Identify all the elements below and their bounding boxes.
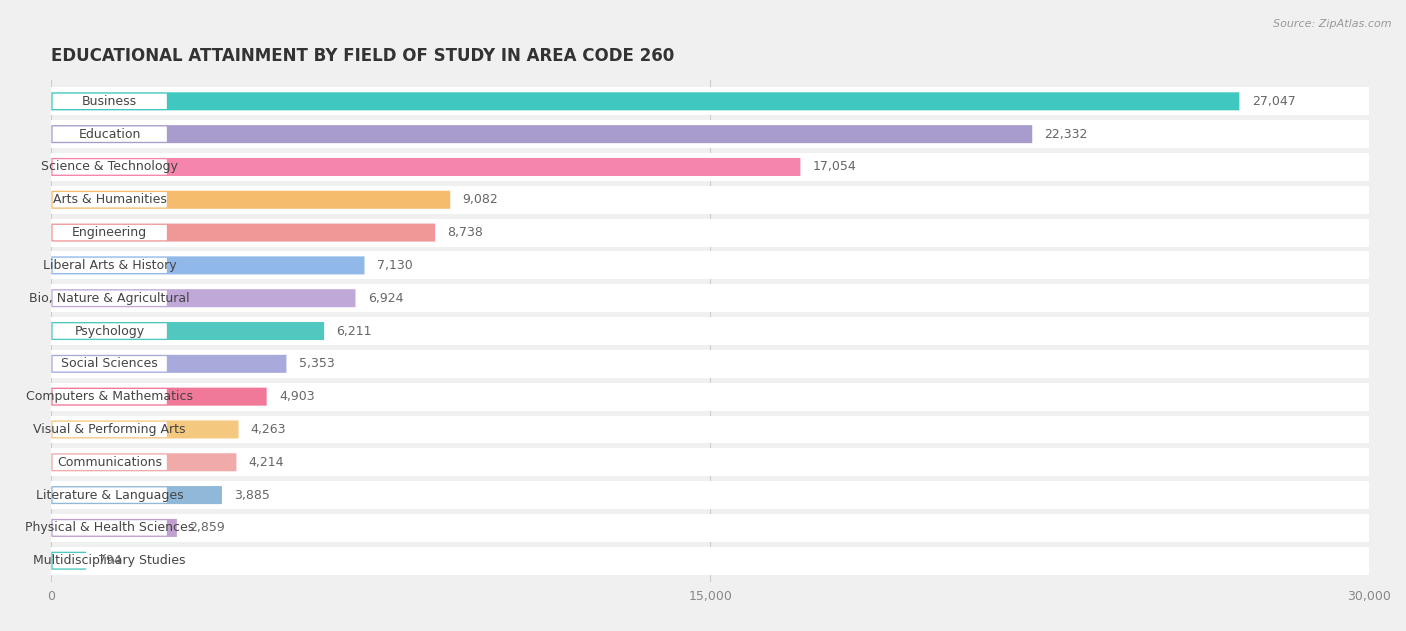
Text: 27,047: 27,047 xyxy=(1251,95,1295,108)
FancyBboxPatch shape xyxy=(52,553,167,569)
FancyBboxPatch shape xyxy=(52,225,167,240)
Text: Psychology: Psychology xyxy=(75,324,145,338)
Text: 4,214: 4,214 xyxy=(249,456,284,469)
Text: Liberal Arts & History: Liberal Arts & History xyxy=(44,259,177,272)
FancyBboxPatch shape xyxy=(51,519,177,537)
FancyBboxPatch shape xyxy=(51,387,267,406)
FancyBboxPatch shape xyxy=(51,416,1369,444)
Text: Source: ZipAtlas.com: Source: ZipAtlas.com xyxy=(1274,19,1392,29)
FancyBboxPatch shape xyxy=(51,223,434,242)
Text: Business: Business xyxy=(82,95,138,108)
Text: Bio, Nature & Agricultural: Bio, Nature & Agricultural xyxy=(30,292,190,305)
Text: 4,263: 4,263 xyxy=(250,423,287,436)
FancyBboxPatch shape xyxy=(51,355,287,373)
FancyBboxPatch shape xyxy=(51,551,86,570)
FancyBboxPatch shape xyxy=(52,422,167,437)
FancyBboxPatch shape xyxy=(51,87,1369,115)
FancyBboxPatch shape xyxy=(52,290,167,306)
FancyBboxPatch shape xyxy=(51,191,450,209)
FancyBboxPatch shape xyxy=(51,481,1369,509)
FancyBboxPatch shape xyxy=(52,454,167,470)
FancyBboxPatch shape xyxy=(52,323,167,339)
FancyBboxPatch shape xyxy=(51,350,1369,378)
FancyBboxPatch shape xyxy=(52,356,167,372)
Text: Social Sciences: Social Sciences xyxy=(62,357,157,370)
FancyBboxPatch shape xyxy=(51,514,1369,542)
Text: Education: Education xyxy=(79,127,141,141)
FancyBboxPatch shape xyxy=(51,383,1369,411)
Text: Engineering: Engineering xyxy=(72,226,148,239)
FancyBboxPatch shape xyxy=(51,153,1369,181)
FancyBboxPatch shape xyxy=(51,92,1239,110)
FancyBboxPatch shape xyxy=(51,547,1369,575)
Text: Arts & Humanities: Arts & Humanities xyxy=(53,193,167,206)
FancyBboxPatch shape xyxy=(52,257,167,273)
Text: 8,738: 8,738 xyxy=(447,226,484,239)
Text: 22,332: 22,332 xyxy=(1045,127,1088,141)
Text: 794: 794 xyxy=(98,554,122,567)
FancyBboxPatch shape xyxy=(51,218,1369,247)
Text: 17,054: 17,054 xyxy=(813,160,856,174)
FancyBboxPatch shape xyxy=(51,284,1369,312)
FancyBboxPatch shape xyxy=(51,420,239,439)
FancyBboxPatch shape xyxy=(52,389,167,404)
Text: 3,885: 3,885 xyxy=(235,488,270,502)
FancyBboxPatch shape xyxy=(51,251,1369,280)
FancyBboxPatch shape xyxy=(51,486,222,504)
Text: 6,211: 6,211 xyxy=(336,324,373,338)
Text: Multidisciplinary Studies: Multidisciplinary Studies xyxy=(34,554,186,567)
FancyBboxPatch shape xyxy=(51,256,364,274)
FancyBboxPatch shape xyxy=(51,186,1369,214)
FancyBboxPatch shape xyxy=(51,158,800,176)
Text: Physical & Health Sciences: Physical & Health Sciences xyxy=(25,521,194,534)
FancyBboxPatch shape xyxy=(51,120,1369,148)
FancyBboxPatch shape xyxy=(52,93,167,109)
Text: 2,859: 2,859 xyxy=(190,521,225,534)
FancyBboxPatch shape xyxy=(52,192,167,208)
FancyBboxPatch shape xyxy=(52,520,167,536)
FancyBboxPatch shape xyxy=(51,125,1032,143)
Text: Literature & Languages: Literature & Languages xyxy=(37,488,184,502)
FancyBboxPatch shape xyxy=(51,317,1369,345)
Text: 7,130: 7,130 xyxy=(377,259,412,272)
Text: 4,903: 4,903 xyxy=(278,390,315,403)
Text: Communications: Communications xyxy=(58,456,162,469)
FancyBboxPatch shape xyxy=(51,322,325,340)
FancyBboxPatch shape xyxy=(52,126,167,142)
Text: Visual & Performing Arts: Visual & Performing Arts xyxy=(34,423,186,436)
Text: 9,082: 9,082 xyxy=(463,193,498,206)
Text: Computers & Mathematics: Computers & Mathematics xyxy=(27,390,193,403)
FancyBboxPatch shape xyxy=(51,449,1369,476)
FancyBboxPatch shape xyxy=(52,159,167,175)
FancyBboxPatch shape xyxy=(51,289,356,307)
Text: EDUCATIONAL ATTAINMENT BY FIELD OF STUDY IN AREA CODE 260: EDUCATIONAL ATTAINMENT BY FIELD OF STUDY… xyxy=(51,47,675,64)
Text: Science & Technology: Science & Technology xyxy=(41,160,179,174)
FancyBboxPatch shape xyxy=(51,453,236,471)
Text: 5,353: 5,353 xyxy=(298,357,335,370)
Text: 6,924: 6,924 xyxy=(368,292,404,305)
FancyBboxPatch shape xyxy=(52,487,167,503)
